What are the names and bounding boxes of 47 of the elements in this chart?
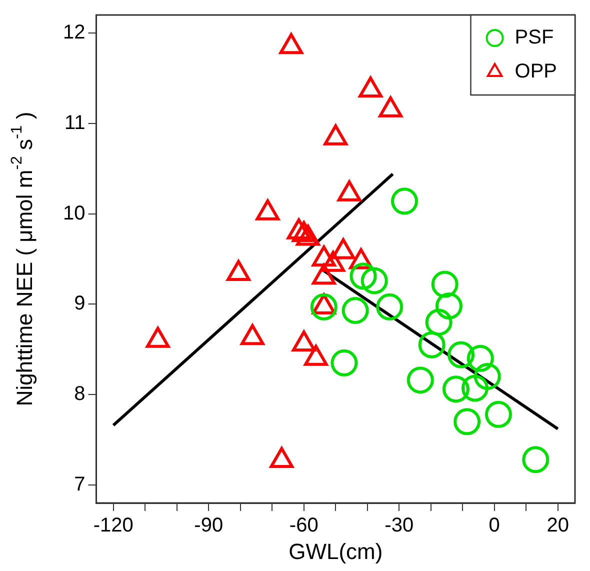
point <box>312 246 336 266</box>
point <box>418 331 446 358</box>
y-tick-label: 9 <box>74 292 86 315</box>
point <box>310 293 338 320</box>
point <box>256 199 280 220</box>
point <box>337 180 362 202</box>
point <box>474 362 501 390</box>
point <box>292 221 316 242</box>
y-tick-label: 10 <box>62 202 86 224</box>
y-tick-label: 12 <box>62 22 86 44</box>
x-tick-label: 20 <box>546 514 569 537</box>
y-tick-label: 8 <box>74 383 86 406</box>
x-tick-label: 0 <box>488 514 500 537</box>
point <box>358 76 382 98</box>
point <box>425 308 452 336</box>
point <box>454 408 481 436</box>
x-tick-label: -60 <box>289 514 318 537</box>
point <box>376 293 404 320</box>
point <box>442 376 470 403</box>
x-tick-label: -120 <box>93 514 134 537</box>
x-axis-title: GWL(cm) <box>288 539 383 564</box>
point <box>342 297 369 324</box>
point <box>331 238 356 260</box>
y-tick-label: 7 <box>74 473 86 496</box>
legend-label: OPP <box>514 60 558 83</box>
point <box>360 267 388 294</box>
point <box>378 96 402 118</box>
y-axis-title: Nighttime NEE ( μmol m-2 s-1 ) <box>8 112 38 406</box>
point <box>461 374 488 402</box>
x-tick-label: -30 <box>384 514 414 537</box>
point <box>466 344 494 372</box>
point <box>350 262 377 290</box>
legend-label: PSF <box>514 26 554 49</box>
y-tick-label: 11 <box>64 112 86 134</box>
point <box>312 264 336 285</box>
point <box>484 400 512 428</box>
point <box>330 349 358 376</box>
point <box>431 270 458 298</box>
point <box>279 33 304 54</box>
point <box>522 446 550 474</box>
point <box>324 124 348 146</box>
x-tick-label: -90 <box>194 514 224 537</box>
point <box>286 218 311 240</box>
point <box>296 224 320 246</box>
point <box>406 366 434 394</box>
point <box>435 292 462 320</box>
point <box>448 341 475 368</box>
